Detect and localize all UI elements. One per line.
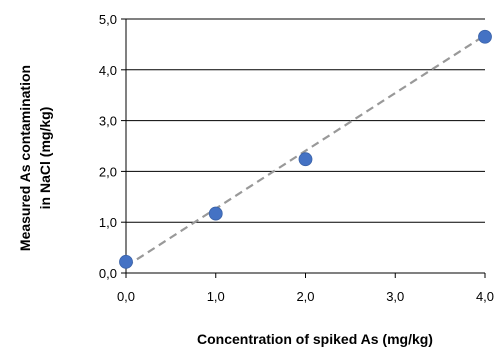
x-tick-label: 0,0 — [117, 289, 135, 304]
data-point — [119, 254, 133, 269]
y-axis-title-line-2: in NaCl (mg/kg) — [37, 107, 53, 210]
y-axis-title-line-1: Measured As contamination — [17, 65, 33, 251]
data-points — [119, 29, 492, 269]
y-tick-label: 3,0 — [99, 114, 117, 129]
x-tick-label: 1,0 — [207, 289, 225, 304]
x-tick-label: 3,0 — [386, 289, 404, 304]
x-ticks: 0,0 1,0 2,0 3,0 4,0 — [117, 273, 494, 304]
y-ticks: 0,0 1,0 2,0 3,0 4,0 5,0 — [99, 12, 126, 281]
y-tick-label: 0,0 — [99, 266, 117, 281]
y-tick-label: 1,0 — [99, 215, 117, 230]
y-tick-label: 4,0 — [99, 63, 117, 78]
x-axis-title: Concentration of spiked As (mg/kg) — [197, 331, 433, 347]
data-point — [478, 29, 492, 44]
axes — [125, 19, 485, 274]
data-point — [298, 152, 313, 167]
y-tick-label: 5,0 — [99, 12, 117, 27]
y-tick-label: 2,0 — [99, 164, 117, 179]
data-point — [208, 206, 223, 221]
trendline — [125, 34, 486, 268]
x-tick-label: 2,0 — [296, 289, 314, 304]
x-tick-label: 4,0 — [476, 289, 494, 304]
gridlines — [126, 18, 485, 223]
